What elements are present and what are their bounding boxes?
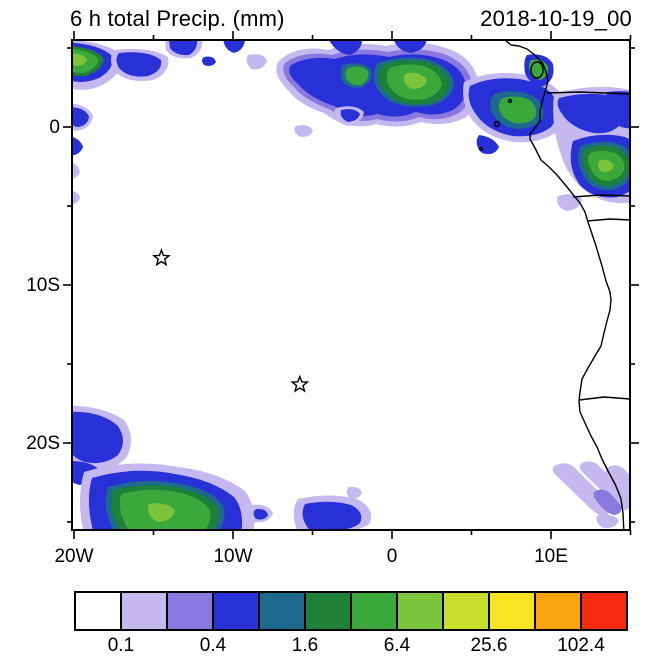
figure-header: 6 h total Precip. (mm) 2018-10-19_00 bbox=[70, 6, 632, 32]
country-border bbox=[578, 396, 630, 401]
precip-contour-fill bbox=[498, 96, 537, 124]
precip-contour-fill bbox=[346, 486, 362, 499]
precip-contour-fill bbox=[596, 514, 619, 529]
africa-coastline bbox=[504, 40, 625, 530]
precip-contour-fill bbox=[552, 463, 612, 516]
precip-contour-fill bbox=[72, 136, 83, 156]
lat-tick-label: 0 bbox=[49, 117, 60, 138]
colorbar-cell bbox=[212, 591, 260, 631]
precip-contour-fill bbox=[593, 489, 622, 515]
country-border bbox=[546, 91, 630, 95]
colorbar-tick-label: 102.4 bbox=[557, 635, 605, 656]
lon-tick-label: 20W bbox=[54, 546, 93, 567]
principe-island bbox=[507, 98, 513, 104]
precip-contour-fill bbox=[345, 66, 369, 86]
colorbar: 0.1 0.4 1.6 6.4 25.6 102.4 bbox=[74, 591, 628, 656]
sao-tome-island bbox=[493, 120, 501, 128]
country-border bbox=[586, 218, 630, 222]
chart-title: 6 h total Precip. (mm) bbox=[70, 6, 285, 31]
colorbar-cell bbox=[74, 591, 122, 631]
precip-contour-fill bbox=[476, 135, 499, 155]
precip-contour-fill bbox=[403, 72, 427, 89]
colorbar-tick-label: 25.6 bbox=[471, 635, 508, 656]
precip-contour-fill bbox=[72, 53, 87, 66]
colorbar-cell bbox=[442, 591, 490, 631]
precip-contour-fill bbox=[605, 91, 630, 129]
precip-contour-fill bbox=[253, 508, 268, 520]
precip-contour-fill bbox=[579, 461, 630, 510]
lon-tick-label: 0 bbox=[387, 546, 398, 567]
precip-contour-fill bbox=[302, 501, 362, 530]
colorbar-cell bbox=[350, 591, 398, 631]
precip-contour-fill bbox=[329, 40, 363, 55]
precip-contour-fill bbox=[202, 56, 216, 66]
annobon-island bbox=[478, 146, 484, 152]
precip-contour-fill bbox=[246, 54, 267, 70]
precip-contour-fill bbox=[116, 52, 162, 77]
colorbar-cell bbox=[534, 591, 582, 631]
precip-contour-fill bbox=[72, 190, 80, 204]
colorbar-cell bbox=[396, 591, 444, 631]
lat-tick-label: 20S bbox=[26, 433, 60, 454]
lat-tick-label: 10S bbox=[26, 275, 60, 296]
precip-contour-fill bbox=[597, 159, 614, 173]
precip-contour-fill bbox=[72, 411, 123, 464]
colorbar-tick-label: 1.6 bbox=[292, 635, 318, 656]
colorbar-cell bbox=[120, 591, 168, 631]
station-marker-star bbox=[151, 248, 171, 267]
precip-contour-fill bbox=[223, 40, 245, 53]
precip-contour-fill bbox=[294, 125, 313, 137]
valid-time-label: 2018-10-19_00 bbox=[480, 6, 632, 31]
precip-contour-fill bbox=[148, 503, 175, 522]
precip-contour-fill bbox=[72, 107, 89, 127]
lon-tick-label: 10E bbox=[534, 546, 568, 567]
axis-ticks: 20W 10W 0 10E 0 10S 20S bbox=[26, 31, 639, 567]
star-markers bbox=[151, 248, 310, 393]
precip-contour-fill bbox=[72, 162, 80, 179]
precip-contour-fill bbox=[169, 40, 198, 56]
country-border bbox=[572, 194, 630, 198]
precip-contour-fill bbox=[605, 465, 630, 504]
precip-contour-fill bbox=[340, 109, 360, 122]
colorbar-cell bbox=[304, 591, 352, 631]
colorbar-cell bbox=[166, 591, 214, 631]
precip-shaded-areas bbox=[72, 40, 630, 530]
lon-tick-label: 10W bbox=[213, 546, 252, 567]
colorbar-cell bbox=[580, 591, 628, 631]
colorbar-tick-label: 0.4 bbox=[200, 635, 227, 656]
colorbar-tick-label: 0.1 bbox=[108, 635, 134, 656]
colorbar-cell bbox=[488, 591, 536, 631]
colorbar-cell bbox=[258, 591, 306, 631]
coastline-and-borders bbox=[478, 40, 630, 530]
precip-contour-fill bbox=[393, 40, 427, 53]
colorbar-tick-label: 6.4 bbox=[384, 635, 411, 656]
station-marker-star bbox=[290, 374, 310, 393]
bioko-island bbox=[530, 61, 544, 79]
